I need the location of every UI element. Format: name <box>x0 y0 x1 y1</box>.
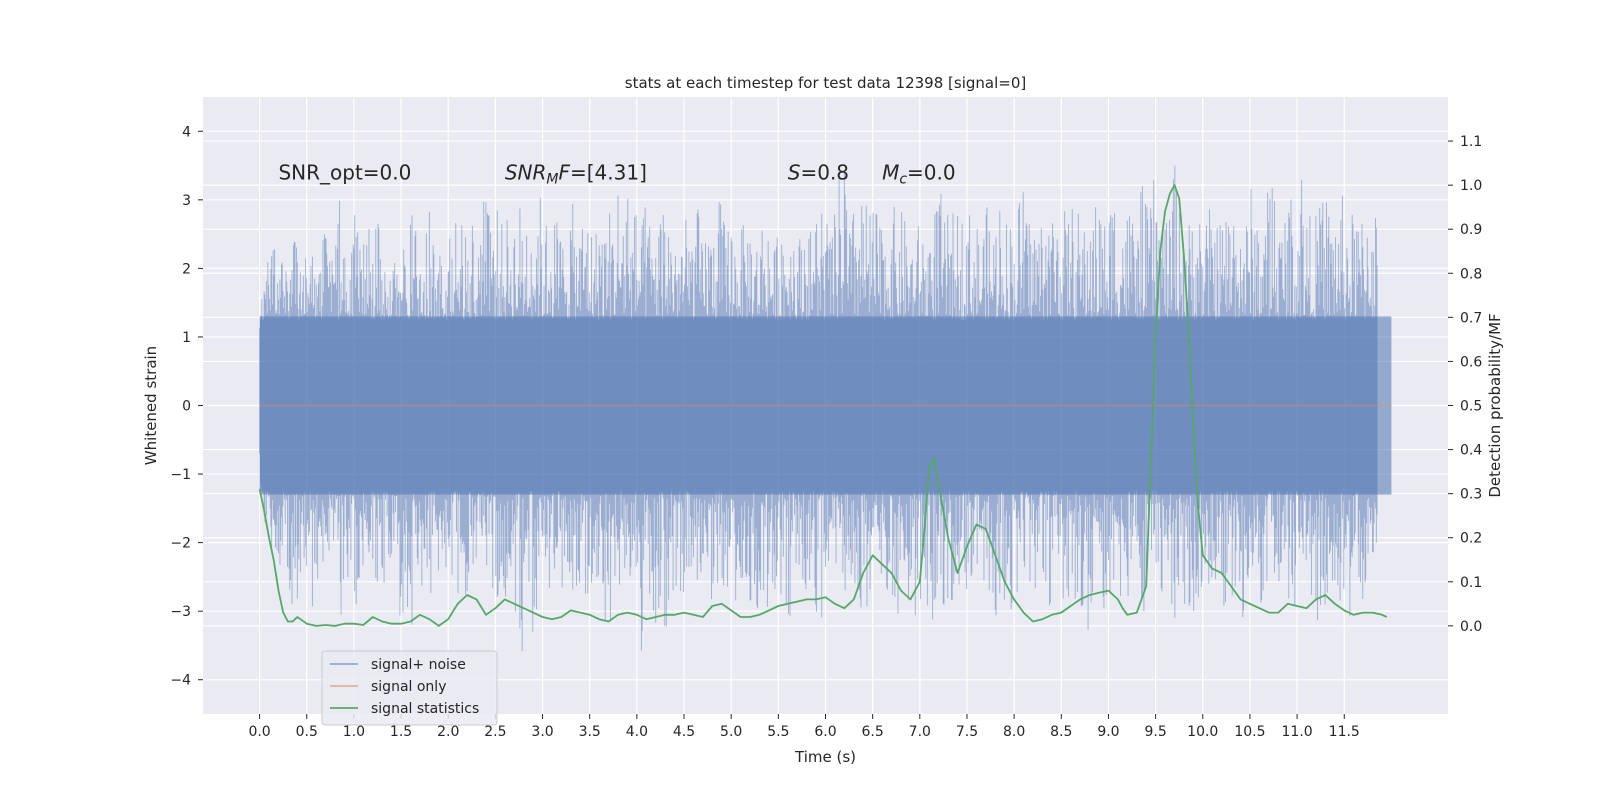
y2-tick-label-10: 1.0 <box>1460 178 1482 194</box>
legend: signal+ noise signal only signal statist… <box>321 650 498 726</box>
x-tick-label-3: 1.5 <box>390 724 412 740</box>
annotation-0: SNR_opt=0.0 <box>278 160 411 184</box>
y-tick-label-0: −4 <box>170 673 191 689</box>
annotation-layer: SNR_opt=0.0 SNRMF=[4.31] S=0.8 Mc=0.0 <box>278 160 955 187</box>
x-tick-label-17: 8.5 <box>1050 724 1072 740</box>
y2-tick-label-3: 0.3 <box>1460 487 1482 503</box>
y2-tick-label-4: 0.4 <box>1460 443 1482 459</box>
y-tick-label-4: 0 <box>182 399 191 415</box>
x-tick-label-12: 6.0 <box>814 724 836 740</box>
axes-layer: 0.0 0.5 1.0 1.5 2.0 2.5 3.0 3.5 4.0 4.5 5.0 5.5 6.0 6… <box>170 124 1482 740</box>
x-tick-label-5: 2.5 <box>484 724 506 740</box>
x-tick-label-16: 8.0 <box>1003 724 1025 740</box>
x-tick-label-9: 4.5 <box>673 724 695 740</box>
x-tick-label-15: 7.5 <box>956 724 978 740</box>
x-tick-label-21: 10.5 <box>1234 724 1265 740</box>
y-tick-label-3: −1 <box>170 467 191 483</box>
y-tick-label-2: −2 <box>170 536 191 552</box>
y2-tick-label-6: 0.6 <box>1460 354 1482 370</box>
chart-title: stats at each timestep for test data 123… <box>625 74 1026 92</box>
legend-label-signal-noise: signal+ noise <box>371 657 466 673</box>
x-tick-label-20: 10.0 <box>1187 724 1218 740</box>
y-tick-label-1: −3 <box>170 604 191 620</box>
line-series-layer <box>258 184 1392 627</box>
y-tick-label-8: 4 <box>182 124 191 140</box>
legend-label-signal-only: signal only <box>371 679 446 695</box>
y-tick-label-6: 2 <box>182 261 191 277</box>
x-tick-label-18: 9.0 <box>1097 724 1119 740</box>
y-tick-label-5: 1 <box>182 330 191 346</box>
legend-box <box>321 650 498 726</box>
x-tick-label-13: 6.5 <box>862 724 884 740</box>
x-tick-label-4: 2.0 <box>437 724 459 740</box>
y2-tick-label-7: 0.7 <box>1460 310 1482 326</box>
x-tick-label-6: 3.0 <box>531 724 553 740</box>
x-tick-label-7: 3.5 <box>579 724 601 740</box>
annotation-3: Mc=0.0 <box>882 160 956 187</box>
annotation-1: SNRMF=[4.31] <box>505 160 647 187</box>
legend-label-signal-statistics: signal statistics <box>371 701 479 717</box>
noise-trace <box>259 165 1378 652</box>
x-tick-label-0: 0.0 <box>248 724 270 740</box>
x-tick-label-1: 0.5 <box>296 724 318 740</box>
x-tick-label-11: 5.5 <box>767 724 789 740</box>
annotation-2: S=0.8 <box>788 160 849 184</box>
y2-tick-label-8: 0.8 <box>1460 266 1482 282</box>
y-tick-label-7: 3 <box>182 193 191 209</box>
y-axis-label: Whitened strain <box>142 346 160 465</box>
y2-axis-label: Detection probability/MF <box>1486 313 1504 497</box>
x-tick-label-14: 7.0 <box>909 724 931 740</box>
y2-tick-label-2: 0.2 <box>1460 531 1482 547</box>
x-axis-label: Time (s) <box>794 748 856 766</box>
y2-tick-label-5: 0.5 <box>1460 399 1482 415</box>
x-tick-label-22: 11.0 <box>1282 724 1313 740</box>
x-tick-label-19: 9.5 <box>1144 724 1166 740</box>
x-tick-label-2: 1.0 <box>343 724 365 740</box>
x-tick-label-8: 4.0 <box>626 724 648 740</box>
y2-tick-label-1: 0.1 <box>1460 575 1482 591</box>
y2-tick-label-11: 1.1 <box>1460 134 1482 150</box>
x-tick-label-10: 5.0 <box>720 724 742 740</box>
signal-statistics-line <box>258 184 1388 627</box>
x-tick-label-23: 11.5 <box>1329 724 1360 740</box>
y2-tick-label-9: 0.9 <box>1460 222 1482 238</box>
y2-tick-label-0: 0.0 <box>1460 619 1482 635</box>
